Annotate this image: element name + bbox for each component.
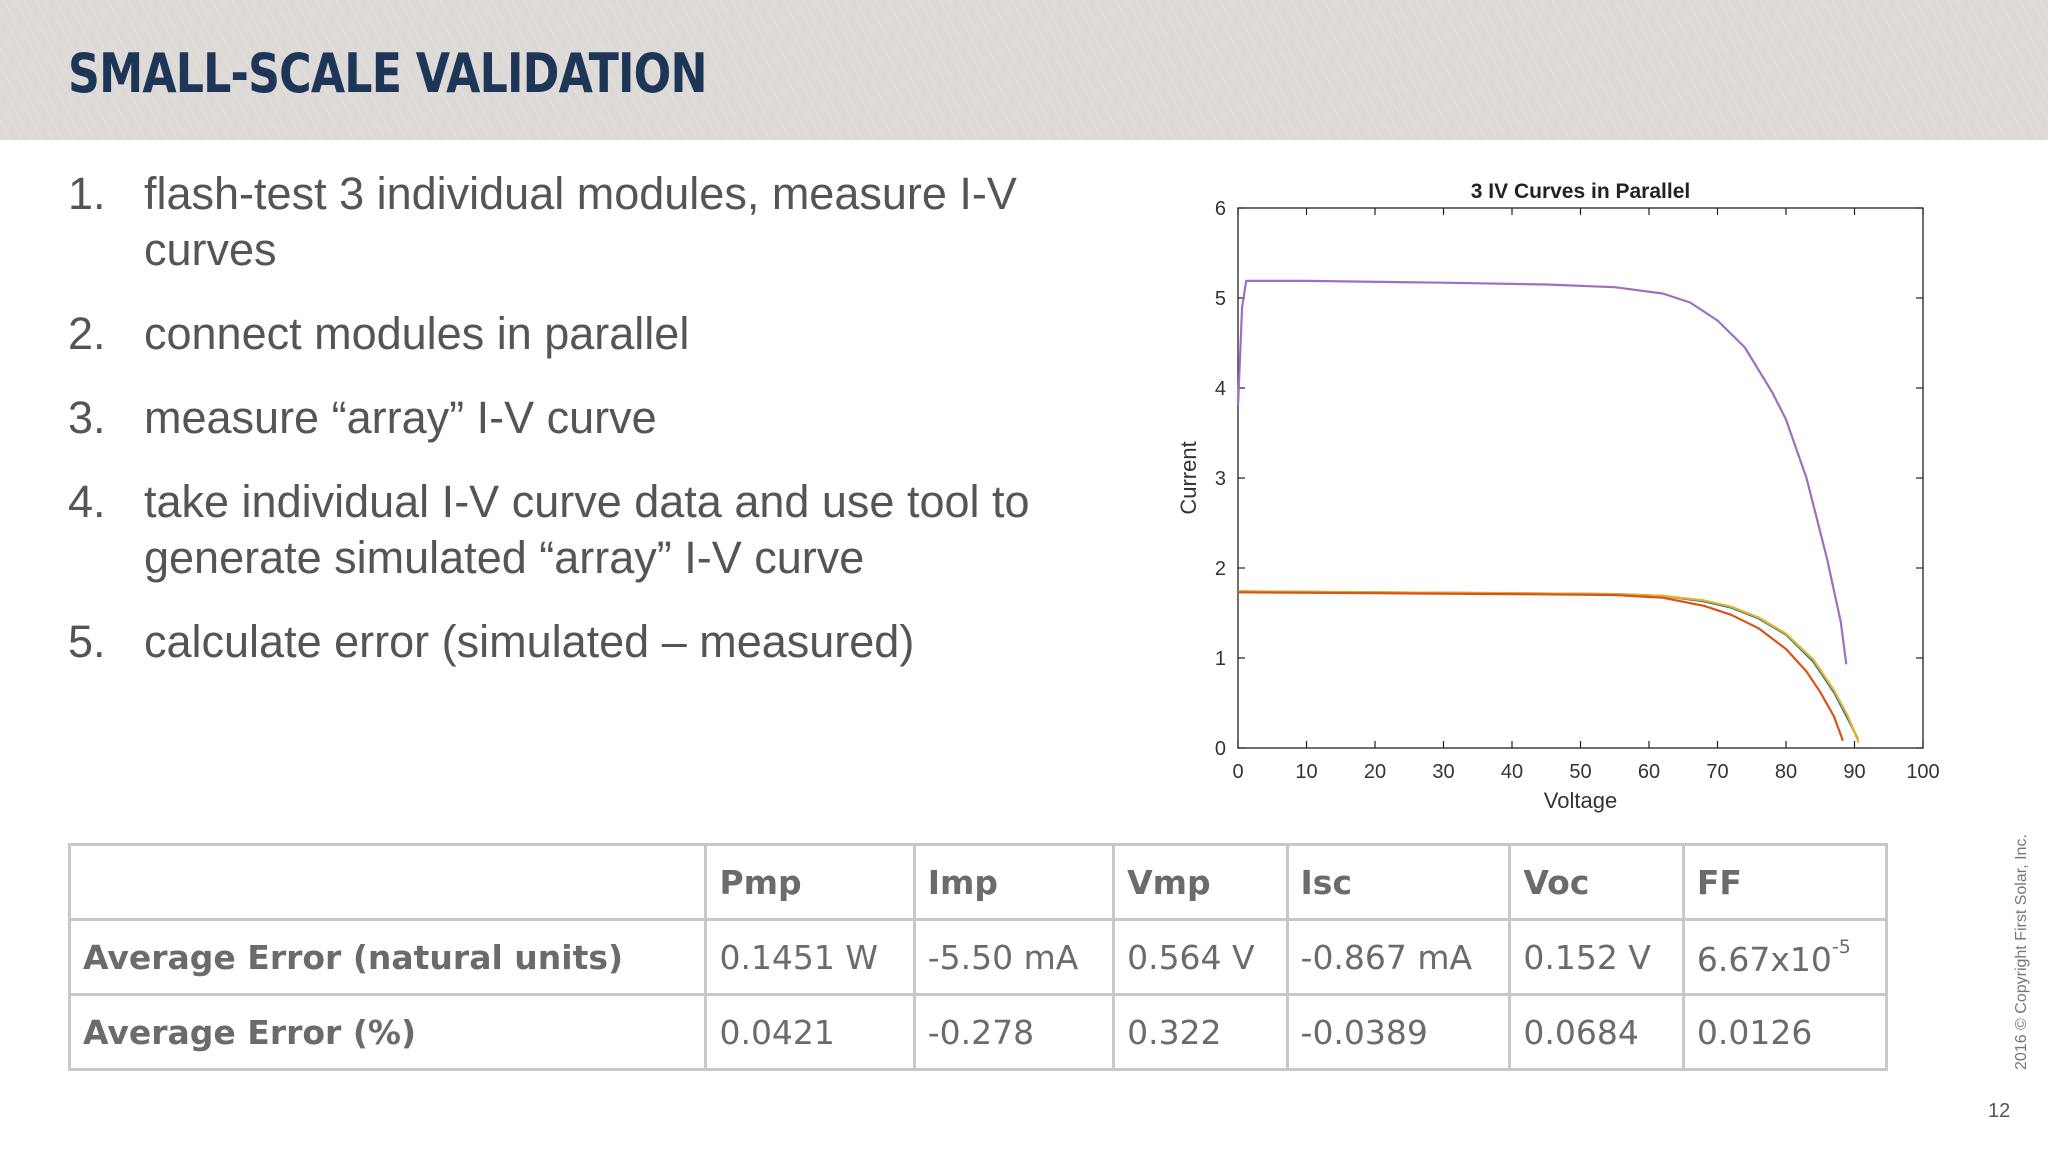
table-cell: 0.1451 W	[704, 918, 916, 996]
x-tick-label: 60	[1638, 761, 1660, 783]
table-cell: 0.564 V	[1112, 918, 1289, 996]
table-header: Pmp	[704, 843, 916, 921]
table-cell: -0.867 mA	[1285, 918, 1512, 996]
y-axis-label: Current	[1176, 441, 1201, 514]
x-tick-label: 50	[1569, 761, 1591, 783]
table-header: FF	[1681, 843, 1889, 921]
step-item: 2. connect modules in parallel	[68, 306, 1118, 362]
step-text: connect modules in parallel	[144, 308, 690, 359]
x-axis-label: Voltage	[1544, 788, 1617, 813]
table-header: Isc	[1285, 843, 1512, 921]
plot-area	[1237, 207, 1924, 749]
step-number: 2.	[68, 308, 106, 359]
x-tick-label: 70	[1706, 761, 1728, 783]
x-tick-label: 100	[1906, 761, 1939, 783]
y-tick-label: 0	[1215, 738, 1226, 760]
row-label: Average Error (%)	[67, 993, 708, 1071]
x-tick-label: 20	[1364, 761, 1386, 783]
table-cell: 0.152 V	[1508, 918, 1685, 996]
chart-title: 3 IV Curves in Parallel	[1471, 180, 1690, 203]
y-tick-label: 3	[1215, 468, 1226, 490]
ff-exponent: -5	[1831, 935, 1851, 958]
x-tick-label: 10	[1295, 761, 1317, 783]
row-label: Average Error (natural units)	[67, 918, 708, 996]
iv-curves-chart: 0 10 20 30 40 50 60 70 80 90 100 0 1 2 3 4 5 6 3 IV Curves…	[1176, 180, 1940, 813]
table-cell: 0.0126	[1681, 993, 1889, 1071]
step-item: 3. measure “array” I-V curve	[68, 390, 1118, 446]
y-tick-label: 6	[1215, 198, 1226, 220]
step-item: 5. calculate error (simulated – measured…	[68, 614, 1118, 670]
table-header-row: Pmp Imp Vmp Isc Voc FF	[67, 843, 1889, 921]
step-text: measure “array” I-V curve	[144, 392, 657, 443]
table-header	[67, 843, 708, 921]
table-cell: 0.0421	[704, 993, 916, 1071]
table-cell: -5.50 mA	[912, 918, 1116, 996]
step-list: 1. flash-test 3 individual modules, meas…	[68, 166, 1118, 698]
ff-mantissa: 6.67x10	[1696, 939, 1832, 979]
title-bar	[0, 0, 2048, 140]
step-number: 3.	[68, 392, 106, 443]
y-tick-label: 1	[1215, 648, 1226, 670]
step-number: 1.	[68, 168, 106, 219]
series-line-4	[1236, 279, 1848, 665]
y-tick-label: 2	[1215, 558, 1226, 580]
table-cell: 0.322	[1112, 993, 1289, 1071]
table-header: Voc	[1508, 843, 1685, 921]
error-table: Pmp Imp Vmp Isc Voc FF Average Error (na…	[67, 843, 1889, 1071]
step-text: take individual I-V curve data and use t…	[144, 476, 1030, 583]
y-tick-label: 5	[1215, 288, 1226, 310]
y-tick-label: 4	[1215, 378, 1226, 400]
step-number: 5.	[68, 616, 106, 667]
x-tick-label: 40	[1501, 761, 1523, 783]
table-row: Average Error (natural units) 0.1451 W -…	[67, 918, 1889, 996]
series-line-3	[1237, 591, 1844, 742]
x-tick-label: 90	[1843, 761, 1865, 783]
table-header: Imp	[912, 843, 1116, 921]
table-cell: -0.0389	[1285, 993, 1512, 1071]
step-item: 4. take individual I-V curve data and us…	[68, 474, 1118, 586]
table-cell: -0.278	[912, 993, 1116, 1071]
step-number: 4.	[68, 476, 106, 527]
copyright-notice: 2016 © Copyright First Solar, Inc.	[2013, 834, 2030, 1070]
page-number: 12	[1988, 1100, 2011, 1122]
table-row: Average Error (%) 0.0421 -0.278 0.322 -0…	[67, 993, 1889, 1071]
table-header: Vmp	[1112, 843, 1289, 921]
x-tick-label: 0	[1232, 761, 1243, 783]
x-tick-label: 30	[1432, 761, 1454, 783]
step-text: calculate error (simulated – measured)	[144, 616, 915, 667]
table-cell: 0.0684	[1508, 993, 1685, 1071]
slide-title: SMALL-SCALE VALIDATION	[68, 42, 708, 105]
step-item: 1. flash-test 3 individual modules, meas…	[68, 166, 1118, 278]
step-text: flash-test 3 individual modules, measure…	[144, 168, 1017, 275]
table-cell: 6.67x10-5	[1681, 918, 1889, 996]
x-tick-label: 80	[1775, 761, 1797, 783]
